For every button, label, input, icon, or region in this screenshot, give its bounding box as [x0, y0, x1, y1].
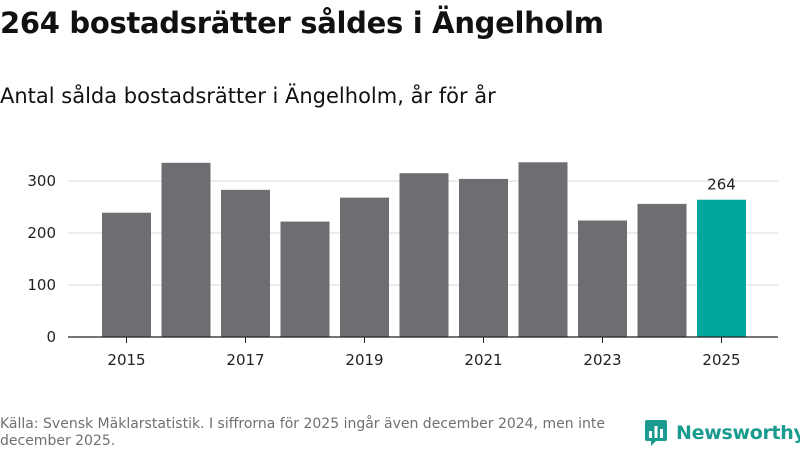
bar-2024 [637, 203, 687, 337]
x-tick-label-2015: 2015 [107, 351, 145, 369]
bar-2017 [221, 189, 270, 337]
labels: 0 100 200 300 2015 2017 2019 2021 2023 2025 264 [27, 172, 740, 369]
brand-logo: Newsworthy [644, 419, 800, 447]
x-tick-label-2021: 2021 [464, 351, 502, 369]
x-tick-label-2019: 2019 [345, 351, 383, 369]
newsworthy-logo-icon [645, 420, 667, 446]
y-tick-label-300: 300 [27, 172, 56, 190]
brand-name: Newsworthy [676, 422, 800, 444]
bar-2016 [161, 162, 211, 337]
chart-subtitle: Antal sålda bostadsrätter i Ängelholm, å… [0, 84, 496, 108]
bar-2019 [340, 197, 389, 337]
bar-2023 [578, 220, 627, 337]
y-tick-label-100: 100 [27, 276, 56, 294]
data-label-2025: 264 [707, 176, 736, 194]
bar-2020 [399, 173, 449, 337]
bar-2018 [280, 221, 330, 337]
bar-2022 [518, 162, 568, 337]
bar-2015 [102, 212, 151, 337]
chart-title: 264 bostadsrätter såldes i Ängelholm [0, 6, 604, 40]
bar-2025 [697, 199, 746, 337]
x-tick-label-2017: 2017 [226, 351, 264, 369]
y-tick-label-0: 0 [46, 328, 56, 346]
x-tick-label-2025: 2025 [702, 351, 740, 369]
bars [102, 162, 746, 337]
source-note: Källa: Svensk Mäklarstatistik. I siffror… [0, 416, 605, 449]
bar-2021 [459, 178, 508, 337]
y-tick-label-200: 200 [27, 224, 56, 242]
axes [68, 336, 778, 343]
bar-chart: 0 100 200 300 2015 2017 2019 2021 2023 2025 264 [27, 162, 778, 369]
x-tick-label-2023: 2023 [583, 351, 621, 369]
